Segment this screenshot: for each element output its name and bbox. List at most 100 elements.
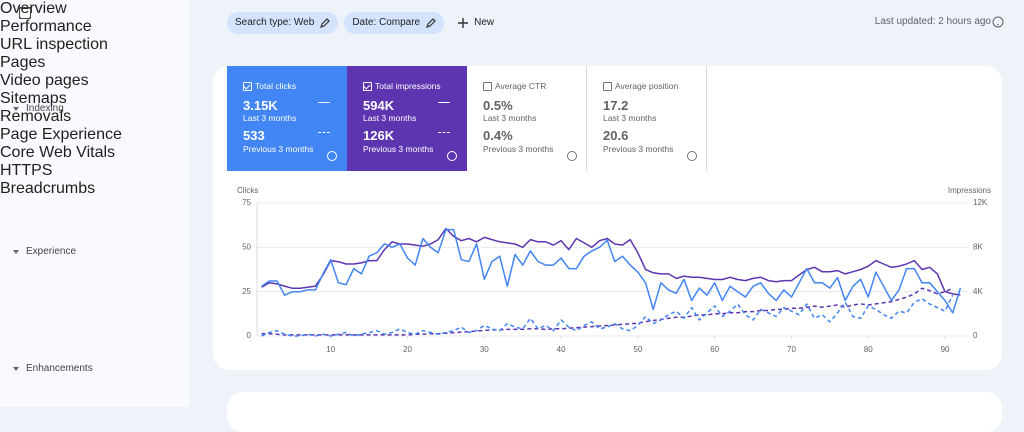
- checkbox[interactable]: [483, 82, 492, 91]
- new-label: New: [474, 17, 495, 28]
- current-line-key: [318, 102, 330, 103]
- metric-period: Last 3 months: [243, 113, 297, 123]
- y-axis-title: Clicks: [237, 186, 258, 195]
- metric-prev-value: 126K: [363, 128, 395, 143]
- new-button[interactable]: New: [458, 12, 494, 34]
- section-title: Indexing: [26, 103, 64, 114]
- y-tick-label: 25: [242, 287, 251, 296]
- pencil: [426, 18, 436, 28]
- section-title: Enhancements: [26, 362, 93, 374]
- nav-label: Sitemaps: [0, 90, 67, 107]
- caret-shape: [13, 107, 19, 111]
- nav-label: Overview: [0, 0, 67, 17]
- nav-label: Page Experience: [0, 126, 122, 143]
- metric-prev-period: Previous 3 months: [363, 144, 434, 154]
- metric-label: Total clicks: [255, 81, 297, 91]
- checkbox[interactable]: [603, 82, 612, 91]
- nav-label: URL inspection: [0, 36, 108, 53]
- filter-chip[interactable]: Search type: Web: [227, 12, 339, 34]
- edit-icon: [426, 18, 436, 28]
- x-tick-label: 20: [403, 345, 412, 354]
- x-tick-label: 30: [480, 345, 489, 354]
- help-dot: [997, 23, 999, 26]
- metric-value: 0.5%: [483, 98, 513, 113]
- nav-label: HTTPS: [0, 162, 53, 179]
- series-line: [261, 227, 961, 296]
- caret: [13, 107, 19, 111]
- metric-prev-period: Previous 3 months: [243, 144, 314, 154]
- x-tick-label: 50: [633, 345, 642, 354]
- y-tick-label: 75: [242, 198, 251, 207]
- metric-label: Average position: [615, 81, 679, 91]
- y2-tick-label: 8K: [973, 242, 983, 251]
- y2-tick-label: 4K: [973, 287, 983, 296]
- metric-tile[interactable]: Average position 17.2 Last 3 months 20.6 Pre…: [587, 66, 707, 171]
- nav-label: Breadcrumbs: [0, 180, 96, 197]
- help-ring: [992, 16, 1004, 28]
- x-tick-label: 60: [710, 345, 719, 354]
- series-line: [261, 228, 962, 314]
- y2-axis-title: Impressions: [948, 186, 991, 195]
- help-icon[interactable]: [687, 151, 697, 161]
- metric-prev-period: Previous 3 months: [483, 144, 554, 154]
- metric-period: Last 3 months: [483, 113, 537, 123]
- previous-line-key: [318, 132, 330, 133]
- y2-tick-label: 12K: [973, 198, 988, 207]
- nav-label: Removals: [0, 108, 72, 125]
- metric-label: Total impressions: [375, 81, 441, 91]
- metric-period: Last 3 months: [363, 113, 417, 123]
- series-line: [261, 287, 954, 336]
- caret-shape: [13, 250, 19, 254]
- edit-icon: [320, 18, 331, 28]
- nav-label: Core Web Vitals: [0, 144, 116, 161]
- x-tick-label: 40: [557, 345, 566, 354]
- metric-prev-value: 533: [243, 128, 265, 143]
- filter-chip[interactable]: Date: Compare: [344, 12, 445, 34]
- previous-line-key: [438, 132, 450, 133]
- metric-prev-value: 20.6: [603, 128, 629, 143]
- caret-shape: [13, 366, 19, 371]
- chip-label: Search type: Web: [235, 17, 315, 28]
- x-tick-label: 70: [787, 345, 796, 354]
- current-line-key: [438, 102, 450, 103]
- y-tick-label: 50: [242, 242, 251, 251]
- nav-item[interactable]: Breadcrumbs: [0, 7, 190, 198]
- caret: [13, 250, 19, 254]
- metric-period: Last 3 months: [603, 113, 657, 123]
- metric-tile[interactable]: Total impressions 594K Last 3 months 126K Pr…: [347, 66, 467, 171]
- nav-label: Pages: [0, 54, 46, 71]
- plus: [458, 18, 469, 28]
- nav-label: Video pages: [0, 72, 89, 89]
- last-updated: Last updated: 2 hours ago: [874, 16, 991, 27]
- chip-label: Date: Compare: [352, 17, 421, 28]
- help-icon[interactable]: [992, 16, 1004, 28]
- metric-tile[interactable]: Average CTR 0.5% Last 3 months 0.4% Previous…: [467, 66, 587, 171]
- metric-value: 594K: [363, 98, 395, 113]
- x-tick-label: 10: [326, 345, 335, 354]
- y2-tick-label: 0: [973, 331, 978, 340]
- metric-label: Average CTR: [495, 81, 547, 91]
- section-title: Experience: [26, 246, 77, 257]
- y-tick-label: 0: [247, 331, 252, 340]
- series-line: [261, 294, 954, 337]
- metric-prev-value: 0.4%: [483, 128, 513, 143]
- sidebar: Overview Performance URL inspection Indexin…: [0, 0, 190, 407]
- metric-value: 17.2: [603, 98, 629, 113]
- x-tick-label: 90: [941, 345, 950, 354]
- checkbox[interactable]: [243, 82, 252, 91]
- checkbox[interactable]: [363, 82, 372, 91]
- plus-icon: [458, 18, 469, 28]
- chart: Clicks Impressions 0 25 50 75 0 4K 8K 12K 10 20 30 40…: [237, 186, 991, 354]
- nav-label: Performance: [0, 18, 92, 35]
- metric-value: 3.15K: [243, 98, 278, 113]
- metric-tile[interactable]: Total clicks 3.15K Last 3 months 533 Previou…: [227, 66, 347, 171]
- x-tick-label: 80: [864, 345, 873, 354]
- pencil: [320, 18, 331, 28]
- help-icon[interactable]: [327, 151, 337, 161]
- metric-prev-period: Previous 3 months: [603, 144, 674, 154]
- help-icon[interactable]: [567, 151, 577, 161]
- caret: [13, 366, 19, 371]
- nav-icon: [19, 7, 31, 19]
- help-icon[interactable]: [447, 151, 457, 161]
